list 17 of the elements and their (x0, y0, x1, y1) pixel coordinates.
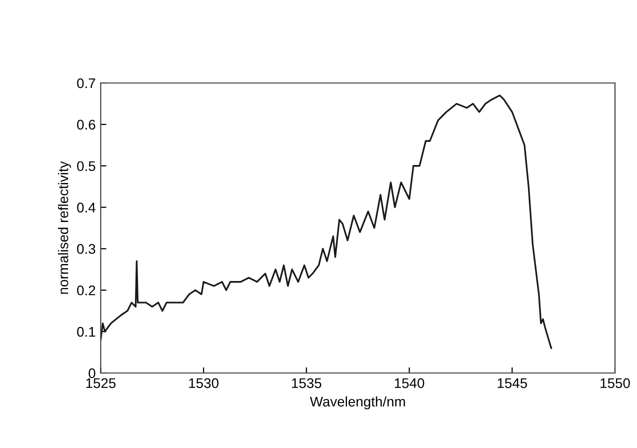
y-tick-label: 0.7 (77, 78, 96, 88)
y-tick-label: 0.2 (77, 285, 96, 296)
x-tick-label: 1535 (292, 378, 322, 388)
y-axis-title: normalised reflectivity (58, 161, 71, 294)
y-tick-label: 0.6 (77, 120, 96, 130)
x-tick-label: 1550 (600, 378, 630, 388)
x-tick-label: 1540 (394, 378, 424, 388)
x-tick-label: 1525 (86, 378, 116, 388)
x-tick-label: 1545 (498, 378, 528, 388)
y-tick-label: 0 (88, 368, 96, 378)
y-tick-label: 0.4 (77, 202, 96, 212)
x-tick-label: 1530 (189, 378, 218, 388)
y-tick-label: 0.5 (77, 161, 96, 172)
line-series (100, 94, 552, 349)
y-tick-label: 0.3 (77, 244, 96, 254)
x-axis-title: Wavelength/nm (310, 396, 405, 410)
y-tick-label: 0.1 (77, 326, 96, 337)
